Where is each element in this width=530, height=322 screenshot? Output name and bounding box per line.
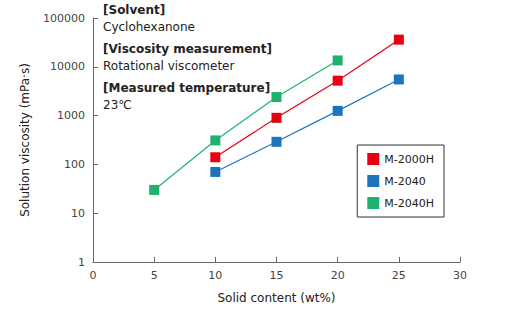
svg-text:Cyclohexanone: Cyclohexanone [103,20,195,34]
svg-text:25: 25 [392,269,406,282]
svg-text:Rotational viscometer: Rotational viscometer [103,59,234,73]
svg-text:30: 30 [453,269,467,282]
svg-text:5: 5 [151,269,158,282]
svg-text:100: 100 [64,158,85,171]
svg-text:Solid content (wt%): Solid content (wt%) [217,291,335,305]
svg-text:[Measured temperature]: [Measured temperature] [103,81,270,95]
svg-text:[Solvent]: [Solvent] [103,3,165,17]
svg-text:100000: 100000 [43,12,85,25]
svg-text:M-2040H: M-2040H [384,197,434,210]
svg-text:0: 0 [90,269,97,282]
svg-text:20: 20 [331,269,345,282]
svg-text:10000: 10000 [50,60,85,73]
svg-text:[Viscosity measurement]: [Viscosity measurement] [103,42,272,56]
svg-text:10: 10 [208,269,222,282]
svg-text:23℃: 23℃ [103,98,132,112]
svg-text:15: 15 [270,269,284,282]
svg-text:10: 10 [71,207,85,220]
svg-text:1000: 1000 [57,109,85,122]
svg-text:1: 1 [78,256,85,269]
svg-text:Solution viscosity (mPa·s): Solution viscosity (mPa·s) [18,63,32,217]
svg-text:M-2040: M-2040 [384,175,425,188]
svg-text:M-2000H: M-2000H [384,153,434,166]
